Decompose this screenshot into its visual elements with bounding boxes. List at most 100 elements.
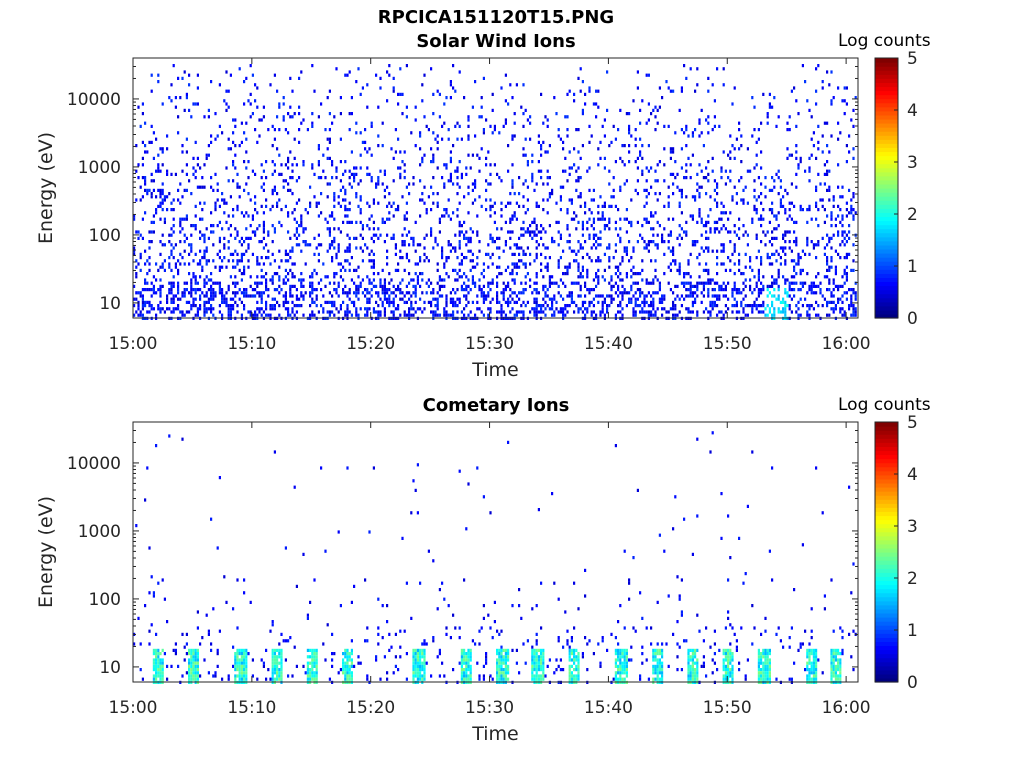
spectrogram-cell [177, 297, 180, 301]
spectrogram-cell [234, 284, 237, 288]
spectrogram-cell [564, 313, 567, 317]
spectrogram-cell [834, 265, 837, 269]
spectrogram-cell [207, 288, 210, 292]
spectrogram-cell [658, 192, 661, 196]
spectrogram-cell [821, 204, 824, 208]
spectrogram-cell [372, 227, 375, 231]
spectrogram-cell [694, 89, 697, 93]
spectrogram-cell [172, 284, 175, 288]
spectrogram-cell [634, 272, 637, 276]
spectrogram-cell [232, 265, 235, 269]
spectrogram-cell [727, 230, 730, 234]
spectrogram-cell [546, 176, 549, 180]
spectrogram-cell [443, 214, 446, 218]
spectrogram-cell [566, 179, 569, 183]
spectrogram-cell [496, 671, 499, 675]
spectrogram-cell [504, 73, 507, 77]
spectrogram-cell [828, 150, 831, 154]
spectrogram-cell [324, 549, 327, 553]
spectrogram-cell [502, 297, 505, 301]
spectrogram-cell [707, 291, 710, 295]
spectrogram-cell [155, 652, 158, 656]
spectrogram-cell [419, 179, 422, 183]
spectrogram-cell [192, 156, 195, 160]
spectrogram-cell [773, 214, 776, 218]
spectrogram-cell [782, 246, 785, 250]
spectrogram-cell [652, 291, 655, 295]
spectrogram-cell [355, 192, 358, 196]
spectrogram-cell [183, 313, 186, 317]
spectrogram-cell [617, 265, 620, 269]
spectrogram-cell [216, 224, 219, 228]
spectrogram-cell [203, 256, 206, 260]
spectrogram-cell [421, 156, 424, 160]
spectrogram-cell [566, 92, 569, 96]
spectrogram-cell [496, 674, 499, 678]
spectrogram-cell [733, 243, 736, 247]
spectrogram-cell [614, 204, 617, 208]
spectrogram-cell [313, 677, 316, 681]
spectrogram-cell [819, 291, 822, 295]
spectrogram-cell [722, 150, 725, 154]
spectrogram-cell [482, 674, 485, 678]
spectrogram-cell [434, 240, 437, 244]
spectrogram-cell [346, 677, 349, 681]
spectrogram-cell [243, 265, 246, 269]
spectrogram-cell [577, 240, 580, 244]
spectrogram-cell [234, 674, 237, 678]
spectrogram-cell [502, 294, 505, 298]
spectrogram-cell [271, 661, 274, 665]
spectrogram-cell [775, 172, 778, 176]
spectrogram-cell [839, 220, 842, 224]
spectrogram-cell [812, 246, 815, 250]
spectrogram-cell [705, 224, 708, 228]
spectrogram-cell [597, 259, 600, 263]
spectrogram-cell [302, 313, 305, 317]
spectrogram-cell [696, 284, 699, 288]
spectrogram-cell [592, 288, 595, 292]
spectrogram-cell [463, 652, 466, 656]
spectrogram-cell [438, 275, 441, 279]
spectrogram-cell [837, 137, 840, 141]
spectrogram-cell [674, 307, 677, 311]
spectrogram-cell [834, 268, 837, 272]
spectrogram-cell [144, 176, 147, 180]
spectrogram-cell [289, 636, 292, 640]
spectrogram-cell [667, 281, 670, 285]
spectrogram-cell [414, 300, 417, 304]
spectrogram-cell [691, 153, 694, 157]
spectrogram-cell [163, 310, 166, 314]
spectrogram-cell [788, 304, 791, 308]
spectrogram-cell [331, 256, 334, 260]
spectrogram-cell [379, 169, 382, 173]
spectrogram-cell [432, 297, 435, 301]
spectrogram-cell [738, 288, 741, 292]
spectrogram-cell [502, 281, 505, 285]
spectrogram-cell [353, 166, 356, 170]
spectrogram-cell [410, 304, 413, 308]
spectrogram-cell [260, 268, 263, 272]
spectrogram-cell [311, 310, 314, 314]
spectrogram-cell [485, 252, 488, 256]
spectrogram-cell [258, 262, 261, 266]
spectrogram-cell [799, 281, 802, 285]
spectrogram-cell [573, 211, 576, 215]
spectrogram-cell [652, 307, 655, 311]
spectrogram-cell [133, 249, 136, 253]
spectrogram-cell [381, 284, 384, 288]
spectrogram-cell [771, 300, 774, 304]
spectrogram-cell [463, 288, 466, 292]
spectrogram-cell [443, 265, 446, 269]
spectrogram-cell [456, 121, 459, 125]
spectrogram-cell [304, 208, 307, 212]
spectrogram-cell [137, 304, 140, 308]
spectrogram-cell [502, 288, 505, 292]
spectrogram-cell [401, 297, 404, 301]
spectrogram-cell [302, 227, 305, 231]
spectrogram-cell [520, 246, 523, 250]
spectrogram-cell [782, 204, 785, 208]
spectrogram-cell [784, 240, 787, 244]
spectrogram-cell [570, 201, 573, 205]
spectrogram-cell [188, 677, 191, 681]
spectrogram-cell [817, 140, 820, 144]
